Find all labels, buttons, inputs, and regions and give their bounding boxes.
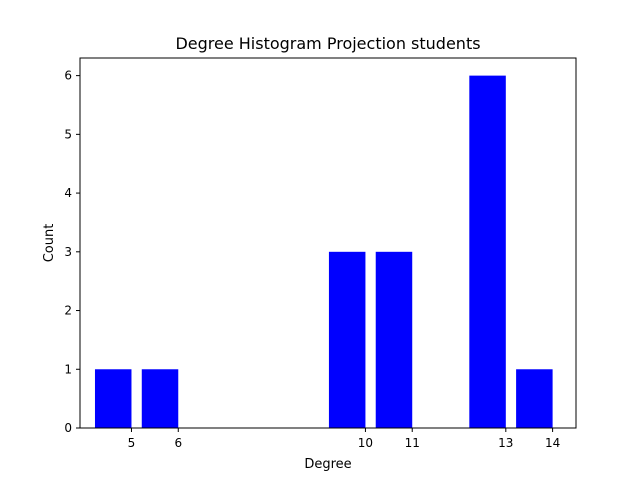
x-tick-label: 13 [498, 436, 513, 450]
bar-degree-10 [328, 251, 366, 428]
y-tick-label: 6 [64, 69, 72, 83]
plot-area-frame [79, 57, 577, 429]
x-tick-label: 6 [174, 436, 182, 450]
bar-degree-13 [469, 75, 506, 428]
x-tick-label: 5 [128, 436, 136, 450]
y-tick-label: 1 [64, 362, 72, 376]
x-tick-label: 14 [545, 436, 560, 450]
y-tick-label: 4 [64, 186, 72, 200]
x-axis-label: Degree [304, 457, 351, 472]
x-ticks-group: 5 6 10 11 13 14 [128, 428, 560, 450]
bars-group [94, 75, 553, 428]
x-tick-label: 11 [405, 436, 420, 450]
y-tick-label: 3 [64, 245, 72, 259]
bar-degree-5 [94, 369, 132, 428]
chart-title: Degree Histogram Projection students [175, 34, 480, 53]
bar-degree-11 [375, 251, 413, 428]
x-tick-label: 10 [358, 436, 373, 450]
y-ticks-group: 0 1 2 3 4 5 6 [64, 69, 80, 435]
y-tick-label: 0 [64, 421, 72, 435]
y-tick-label: 5 [64, 127, 72, 141]
y-axis-label: Count [42, 224, 57, 263]
bar-degree-6 [141, 369, 179, 428]
bar-degree-14 [516, 369, 553, 428]
y-tick-label: 2 [64, 304, 72, 318]
